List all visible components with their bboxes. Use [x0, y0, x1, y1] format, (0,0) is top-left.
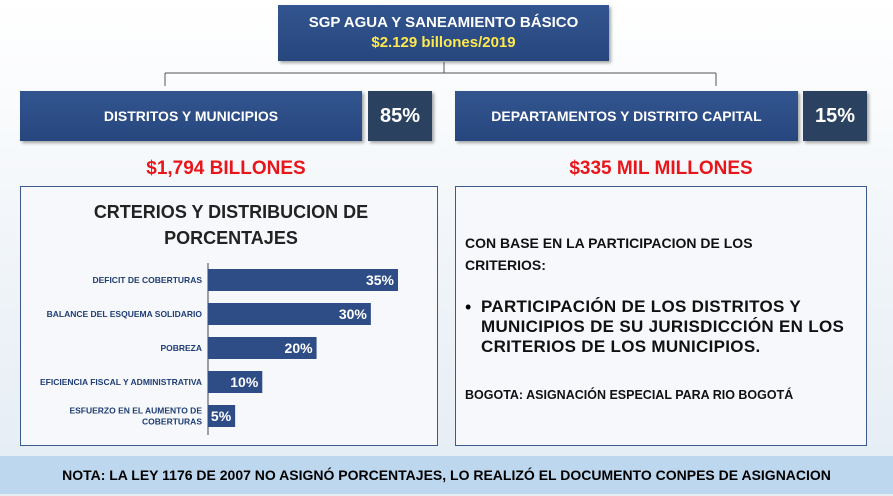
- bar-4: [208, 405, 236, 427]
- bar-1: [208, 303, 371, 325]
- criteria-bullet-text: PARTICIPACIÓN DE LOS DISTRITOS Y MUNICIP…: [481, 297, 845, 356]
- footer-note-bar: NOTA: LA LEY 1176 DE 2007 NO ASIGNÓ PORC…: [0, 456, 893, 494]
- category-label-2: POBREZA: [160, 343, 202, 353]
- left-amount: $1,794 BILLONES: [146, 158, 306, 179]
- right-division-box: DEPARTAMENTOS Y DISTRITO CAPITAL: [455, 91, 798, 141]
- bogota-note: BOGOTA: ASIGNACIÓN ESPECIAL PARA RIO BOG…: [465, 388, 794, 402]
- bar-data-label-0: 35%: [366, 272, 395, 288]
- right-division-label: DEPARTAMENTOS Y DISTRITO CAPITAL: [491, 108, 762, 124]
- bar-data-label-2: 20%: [285, 340, 314, 356]
- category-label-0: DEFICIT DE COBERTURAS: [92, 275, 202, 285]
- departments-criteria-panel: CON BASE EN LA PARTICIPACION DE LOS CRIT…: [455, 186, 867, 446]
- left-percent: 85%: [379, 104, 421, 127]
- bar-3: [208, 371, 263, 393]
- category-label-4: ESFUERZO EN EL AUMENTO DE COBERTURAS: [69, 406, 202, 427]
- footer-note: NOTA: LA LEY 1176 DE 2007 NO ASIGNÓ PORC…: [62, 467, 831, 483]
- bar-2: [208, 337, 317, 359]
- left-division-label: DISTRITOS Y MUNICIPIOS: [103, 108, 279, 124]
- criteria-bar-chart: 35% DEFICIT DE COBERTURAS 30% BALANCE DEL E…: [40, 263, 398, 435]
- right-percent: 15%: [814, 104, 856, 127]
- bar-data-label-4: 5%: [211, 408, 232, 424]
- chart-title: CRTERIOS Y DISTRIBUCION DE PORCENTAJES: [93, 202, 369, 248]
- category-label-3: EFICIENCIA FISCAL Y ADMINISTRATIVA: [40, 377, 202, 387]
- header-box: SGP AGUA Y SANEAMIENTO BÁSICO $2.129 bil…: [278, 5, 609, 61]
- connector-bracket: [164, 62, 717, 86]
- criteria-bullet-item: • PARTICIPACIÓN DE LOS DISTRITOS Y MUNIC…: [465, 297, 860, 357]
- criteria-chart-panel: CRTERIOS Y DISTRIBUCION DE PORCENTAJES 3…: [20, 186, 438, 446]
- bar-0: [208, 269, 398, 291]
- bullet-icon: •: [465, 297, 472, 317]
- header-amount: $2.129 billones/2019: [371, 34, 516, 51]
- bar-data-label-1: 30%: [339, 306, 368, 322]
- category-label-1: BALANCE DEL ESQUEMA SOLIDARIO: [47, 309, 203, 319]
- right-percent-box: 15%: [803, 91, 867, 141]
- bar-data-label-3: 10%: [230, 374, 259, 390]
- left-percent-box: 85%: [368, 91, 432, 141]
- criteria-intro: CON BASE EN LA PARTICIPACION DE LOS CRIT…: [465, 235, 753, 273]
- left-division-box: DISTRITOS Y MUNICIPIOS: [20, 91, 362, 141]
- header-title: SGP AGUA Y SANEAMIENTO BÁSICO: [308, 14, 579, 31]
- right-amount: $335 MIL MILLONES: [569, 158, 753, 179]
